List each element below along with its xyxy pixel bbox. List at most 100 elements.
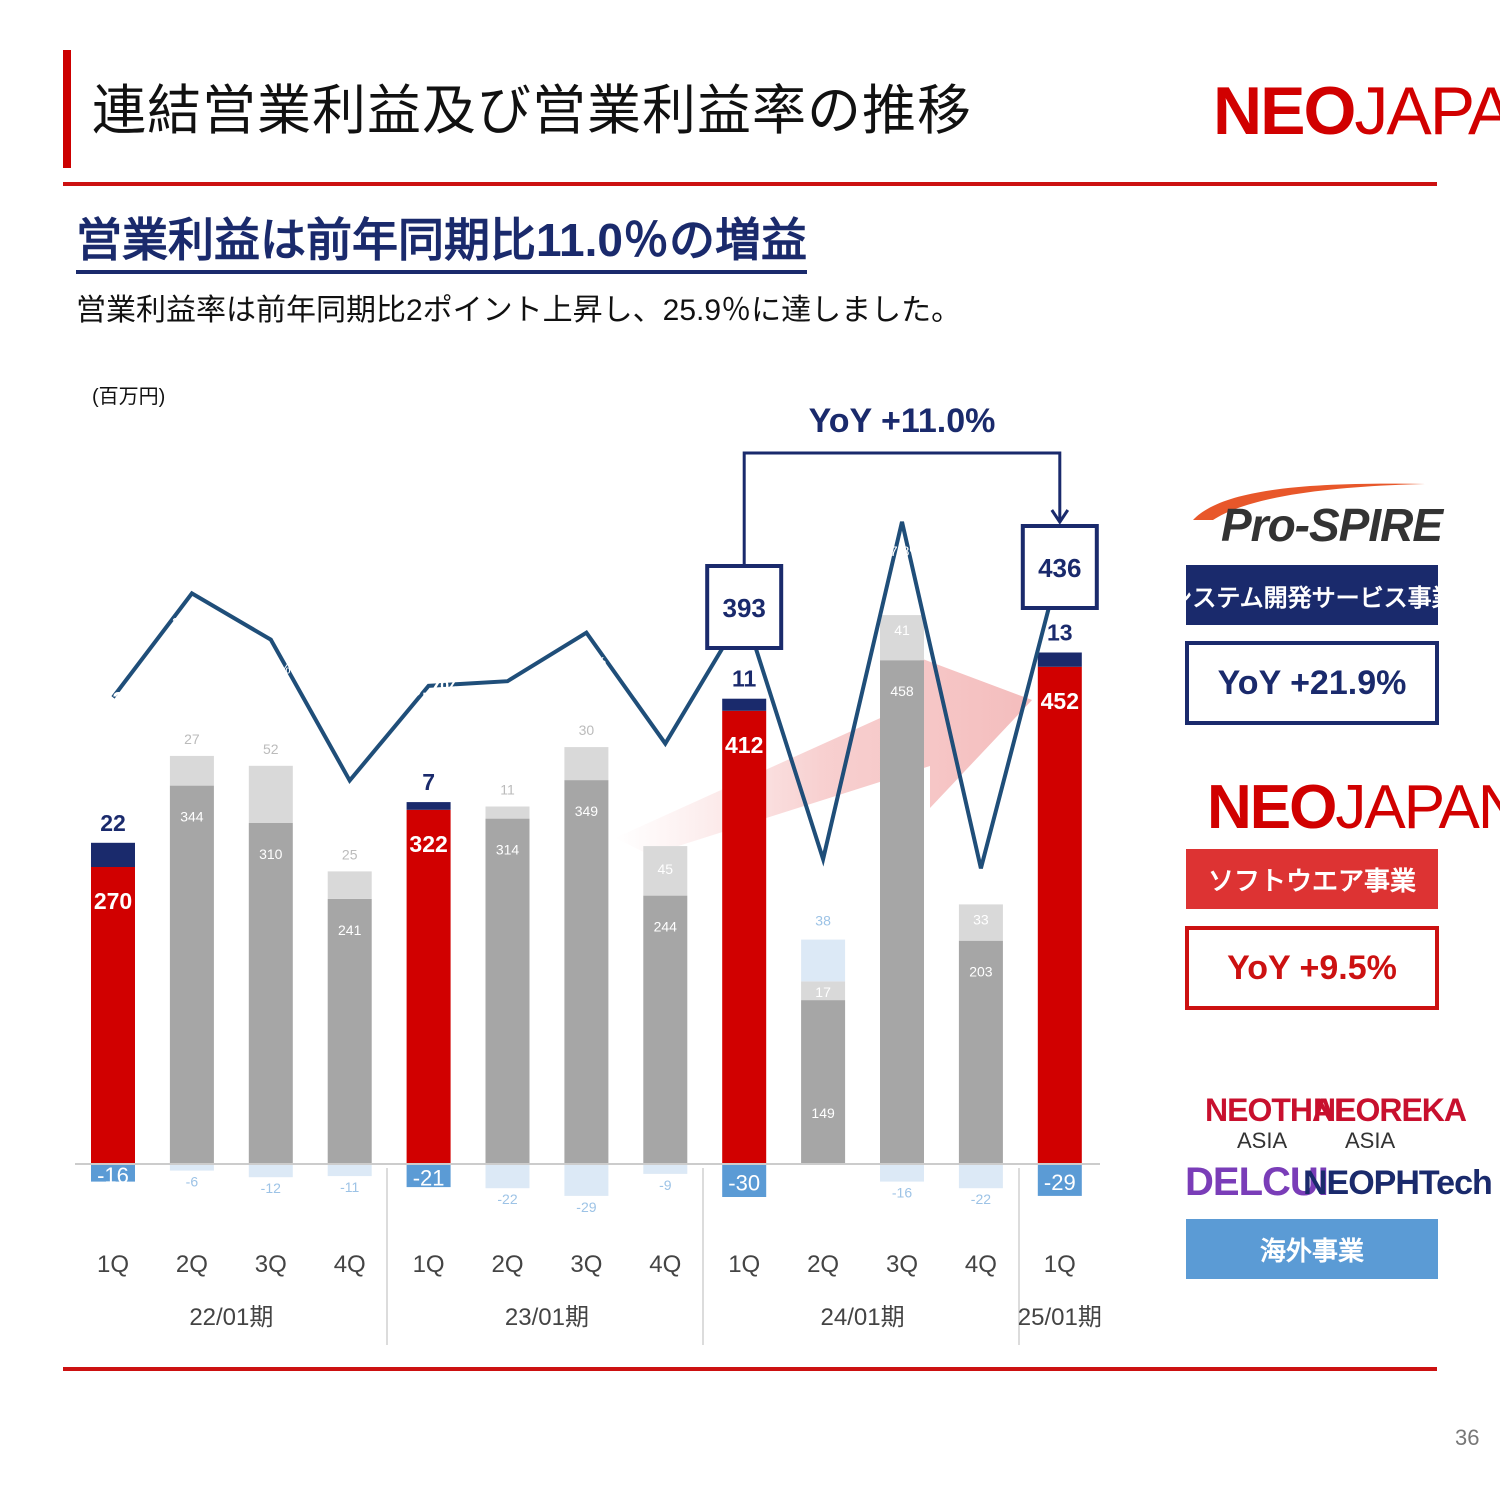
label-overseas-value: -6: [186, 1174, 199, 1190]
prospire-logo-text: Pro-SPIRE: [1221, 499, 1443, 551]
label-system-value: 11: [732, 666, 757, 692]
label-system-value: 41: [894, 622, 910, 638]
segment-logo-japan: JAPAN: [1335, 773, 1500, 842]
subheadline: 営業利益率は前年同期比2ポイント上昇し、25.9％に達しました。: [76, 294, 962, 327]
bar-system: [248, 765, 293, 823]
label-system-value: 45: [658, 861, 674, 877]
label-system-value: 11: [500, 782, 515, 798]
bar-system: [564, 747, 609, 781]
bar-software: [91, 867, 135, 1164]
bar-system: [1037, 652, 1082, 667]
label-system-value: 17: [815, 984, 831, 1000]
bar-system: [406, 802, 451, 810]
bar-software: [958, 940, 1003, 1164]
period-label: 22/01期: [189, 1304, 273, 1331]
x-tick-label: 4Q: [965, 1251, 997, 1278]
bar-software: [1037, 666, 1082, 1164]
software-segment-yoy: YoY +9.5%: [1185, 926, 1439, 1010]
logo-japan: JAPAN: [1354, 73, 1500, 149]
label-margin-value: 24.7%: [172, 614, 212, 630]
label-margin-value: 23.0%: [567, 654, 607, 670]
prospire-swoosh-icon: [1193, 483, 1425, 520]
neothai-logo: NEOTHAI: [1205, 1092, 1343, 1128]
callout-box-to: [1020, 524, 1099, 610]
label-margin-value: 13.2%: [803, 880, 843, 896]
bars-layer: [91, 615, 1082, 1197]
x-tick-label: 1Q: [1044, 1251, 1076, 1278]
period-label: 23/01期: [505, 1304, 589, 1331]
callout-yoy-label: YoY +11.0%: [809, 402, 996, 440]
x-tick-label: 3Q: [886, 1251, 918, 1278]
label-software-value: 458: [890, 683, 914, 699]
bar-software: [327, 898, 372, 1164]
callout-box-from: [705, 564, 784, 650]
system-segment-label: システム開発サービス事業: [1168, 565, 1456, 625]
label-software-value: 452: [1041, 688, 1079, 714]
x-tick-label: 2Q: [807, 1251, 839, 1278]
label-overseas-value: -29: [1044, 1170, 1076, 1195]
bottom-divider: [63, 1367, 1437, 1371]
label-software-value: 412: [725, 732, 763, 758]
label-system-value: 52: [263, 741, 279, 757]
bar-overseas: [1037, 1164, 1082, 1196]
bar-overseas: [169, 1164, 214, 1171]
label-software-value: 314: [496, 842, 520, 858]
x-tick-label: 2Q: [176, 1251, 208, 1278]
axis-layer: 1Q 2Q 3Q 4Q 1Q 2Q 3Q 4Q 1Q 2Q 3Q 4Q 1Q 22/01期 23/01期 24…: [75, 1163, 1102, 1345]
growth-arrow: [615, 658, 1032, 855]
label-system-value: 7: [422, 769, 435, 795]
page-number: 36: [1455, 1425, 1480, 1450]
bar-overseas: [564, 1164, 609, 1196]
bar-overseas: [643, 1164, 688, 1174]
title-accent-bar: [63, 50, 71, 168]
bar-overseas: [880, 1164, 924, 1182]
bar-software: [801, 1000, 846, 1164]
neojapan-segment-logo: NEOJAPAN: [1207, 772, 1500, 843]
bar-overseas: [327, 1164, 372, 1177]
x-tick-label: 3Q: [570, 1251, 602, 1278]
label-margin-value: 22.7%: [251, 661, 291, 677]
x-tick-label: 3Q: [255, 1251, 287, 1278]
bar-overseas: [958, 1164, 1003, 1189]
label-software-value: 270: [94, 888, 132, 914]
bar-overseas: [801, 939, 846, 982]
prospire-logo: Pro-SPIRE: [1193, 480, 1443, 560]
bar-system: [880, 615, 924, 661]
neoreka-logo: NEOREKA: [1313, 1092, 1467, 1128]
bar-software: [722, 710, 767, 1164]
bar-software: [485, 818, 530, 1164]
period-label: 24/01期: [821, 1304, 905, 1331]
label-software-value: 322: [409, 831, 447, 857]
x-tick-label: 4Q: [649, 1251, 681, 1278]
bar-overseas: [248, 1164, 293, 1178]
label-overseas-value: -29: [576, 1199, 596, 1215]
headline: 営業利益は前年同期比11.0％の増益: [76, 210, 807, 274]
label-margin-value: 27.8%: [882, 543, 922, 559]
bar-software: [169, 785, 214, 1164]
label-software-value: 149: [811, 1105, 835, 1121]
overseas-segment-label: 海外事業: [1186, 1219, 1438, 1279]
system-segment-yoy: YoY +21.9%: [1185, 641, 1439, 725]
label-software-value: 344: [180, 809, 204, 825]
period-label: 25/01期: [1018, 1304, 1102, 1331]
bar-software: [248, 823, 293, 1164]
x-tick-label: 1Q: [728, 1251, 760, 1278]
bar-system: [722, 698, 767, 711]
bar-system: [643, 846, 688, 896]
data-labels-layer: 270 22 20.2% -16 344 27 24.7% -6 310 52 22.7% -12 24…: [82, 498, 1091, 1215]
delcui-logo: DELCUI: [1185, 1160, 1329, 1204]
x-tick-label: 1Q: [413, 1251, 445, 1278]
label-overseas-value: 38: [815, 913, 831, 929]
label-margin-value: 20.9%: [488, 702, 528, 718]
bar-software: [564, 780, 609, 1164]
label-software-value: 244: [654, 919, 678, 935]
label-overseas-value: -22: [971, 1191, 991, 1207]
callout-from-value: 393: [723, 593, 766, 623]
bar-software: [643, 895, 688, 1164]
callout-arrowhead: [1050, 509, 1070, 525]
neoreka-asia-text: ASIA: [1345, 1128, 1396, 1153]
bar-software: [406, 809, 451, 1164]
label-overseas-value: -16: [892, 1185, 912, 1201]
margin-line: [111, 521, 1062, 869]
